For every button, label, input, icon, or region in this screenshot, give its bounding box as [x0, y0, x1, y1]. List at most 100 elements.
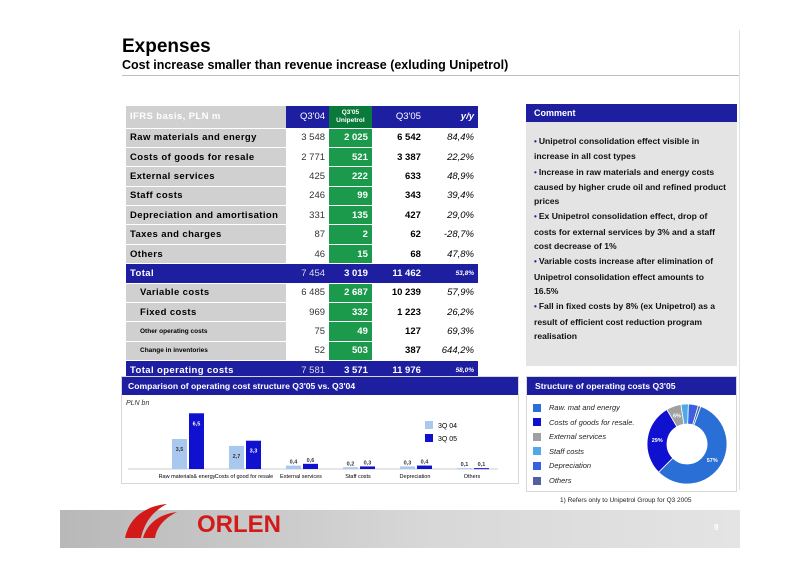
legend-swatch — [533, 447, 541, 456]
cell-q305: 62 — [371, 224, 425, 245]
legend-label: 3Q 05 — [438, 436, 457, 443]
data-label: 0,4 — [421, 460, 430, 466]
cell-q305: 1 223 — [371, 302, 425, 323]
cell-q304: 3 548 — [286, 128, 330, 148]
comment-item: • Unipetrol consolidation effect visible … — [534, 134, 729, 164]
header-unipetrol-line1: Q3'05 — [341, 108, 360, 116]
x-tick-label: Staff costs — [345, 474, 371, 480]
slice-label: 6% — [673, 414, 681, 420]
row-label: External services — [126, 166, 287, 187]
cell-unipetrol: 2 — [329, 224, 372, 245]
row-label: Others — [126, 244, 287, 265]
cell-q304: 969 — [286, 302, 330, 323]
page-title: Expenses — [122, 36, 211, 57]
bar-chart-title: Comparison of operating cost structure Q… — [122, 377, 518, 395]
cell-q304: 246 — [286, 186, 330, 207]
table-row: Costs of goods for resale 2 771 521 3 38… — [126, 147, 478, 168]
cell-q304: 52 — [286, 341, 330, 362]
bar-chart-unit: PLN bn — [126, 400, 150, 407]
table-row: Variable costs 6 485 2 687 10 239 57,9% — [126, 283, 478, 304]
row-label: Fixed costs — [126, 302, 287, 323]
header-q305: Q3'05 — [371, 106, 425, 129]
bar-q304 — [343, 467, 358, 469]
legend-item: External services — [533, 432, 606, 441]
cell-q304: 7 454 — [286, 263, 330, 284]
table-row: Depreciation and amortisation 331 135 42… — [126, 205, 478, 226]
legend-label: 3Q 04 — [438, 423, 457, 430]
legend-swatch — [533, 432, 541, 441]
comment-text: Variable costs increase after eliminatio… — [534, 256, 714, 296]
comment-text: Fall in fixed costs by 8% (ex Unipetrol)… — [534, 301, 716, 341]
data-label: 3,5 — [176, 447, 184, 453]
bar-q304 — [286, 465, 301, 469]
comment-item: • Fall in fixed costs by 8% (ex Unipetrol… — [534, 299, 729, 343]
table-row: Change in inventories 52 503 387 644,2% — [126, 341, 478, 362]
legend-swatch — [533, 418, 541, 427]
cell-q305: 3 387 — [371, 147, 425, 168]
row-label: Variable costs — [126, 283, 287, 304]
x-tick-label: External services — [280, 474, 322, 480]
cell-yy: 29,0% — [424, 205, 478, 226]
footnote: 1) Refers only to Unipetrol Group for Q3… — [560, 497, 692, 504]
orlen-logo-eagle-icon — [125, 504, 167, 538]
cell-yy: -28,7% — [424, 224, 478, 245]
bar-q305 — [360, 466, 375, 469]
legend-item: Others — [533, 476, 572, 485]
bullet-icon: • — [534, 167, 537, 177]
bar-q305 — [474, 468, 489, 470]
legend-label: Others — [549, 476, 572, 485]
cell-q304: 87 — [286, 224, 330, 245]
cell-yy: 39,4% — [424, 186, 478, 207]
cell-unipetrol: 15 — [329, 244, 372, 265]
cell-yy: 47,8% — [424, 244, 478, 265]
legend-label: Staff costs — [549, 446, 585, 456]
cell-q305: 10 239 — [371, 283, 425, 304]
legend-swatch — [533, 403, 541, 412]
pie-slice — [658, 405, 728, 485]
cell-yy: 58,0% — [424, 360, 478, 381]
cell-unipetrol: 2 687 — [329, 283, 372, 304]
cell-unipetrol: 3 019 — [329, 263, 372, 284]
bar-chart-panel: Comparison of operating cost structure Q… — [121, 376, 519, 484]
logo-text: ORLEN — [197, 511, 281, 538]
cell-unipetrol: 99 — [329, 186, 372, 207]
data-label: 0,3 — [404, 460, 412, 466]
bar-q305 — [189, 413, 204, 469]
legend-item: Raw. mat and energy — [533, 403, 620, 412]
cell-q305: 387 — [371, 341, 425, 362]
data-label: 0,2 — [347, 461, 355, 467]
cell-yy: 48,9% — [424, 166, 478, 187]
page-right-border — [739, 30, 740, 490]
table-row: Taxes and charges 87 2 62 -28,7% — [126, 224, 478, 245]
cell-yy: 53,8% — [424, 263, 478, 284]
cell-unipetrol: 503 — [329, 341, 372, 362]
bar-q304 — [172, 439, 187, 469]
legend-label: External services — [549, 432, 607, 442]
legend-swatch — [425, 421, 433, 429]
cell-q305: 633 — [371, 166, 425, 187]
bar-q304 — [229, 445, 244, 469]
comment-text: Ex Unipetrol consolidation effect, drop … — [534, 211, 716, 252]
cell-q305: 427 — [371, 205, 425, 226]
row-label: Staff costs — [126, 186, 287, 207]
bar-q305 — [246, 440, 261, 469]
data-label: 0,1 — [478, 462, 486, 468]
table-header-row: IFRS basis, PLN m Q3'04 Q3'05 Unipetrol Q… — [126, 106, 478, 129]
comment-list: • Unipetrol consolidation effect visible … — [526, 122, 737, 343]
cell-q305: 6 542 — [371, 128, 425, 148]
data-label: 0,3 — [364, 460, 372, 466]
table-row: Staff costs 246 99 343 39,4% — [126, 186, 478, 207]
row-label: Change in inventories — [126, 341, 287, 362]
slice-label: 57% — [707, 458, 718, 464]
comment-item: • Ex Unipetrol consolidation effect, drop… — [534, 209, 729, 253]
row-label: Taxes and charges — [126, 224, 287, 245]
cell-yy: 26,2% — [424, 302, 478, 323]
data-label: 0,4 — [290, 460, 299, 466]
footer-band — [60, 510, 740, 548]
pie-chart: 57% 29% 6% — [646, 403, 728, 485]
row-label: Costs of goods for resale — [126, 147, 287, 168]
x-tick-label: Others — [464, 474, 481, 480]
table-row-total: Total 7 454 3 019 11 462 53,8% — [126, 263, 478, 284]
cell-unipetrol: 2 025 — [329, 128, 372, 148]
bullet-icon: • — [534, 137, 537, 146]
